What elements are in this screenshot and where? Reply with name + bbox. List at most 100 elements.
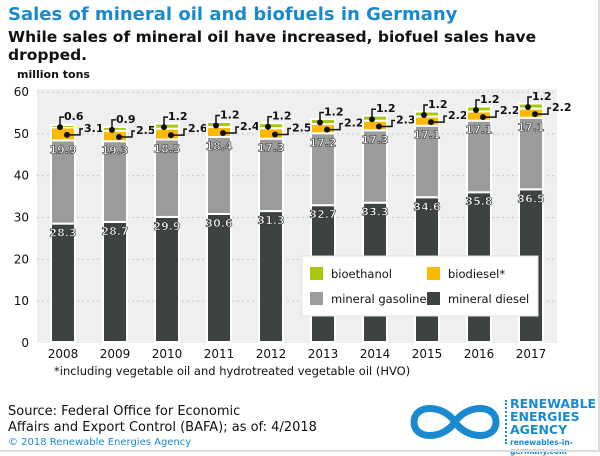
callout-line: [275, 127, 291, 136]
data-label-biodiesel: 2.2: [344, 117, 364, 130]
data-label-bioethanol: 0.9: [116, 113, 136, 126]
data-label-bioethanol: 1.2: [428, 98, 448, 111]
data-label-biodiesel: 2.4: [240, 120, 260, 133]
data-label-gasoline: 19.3: [101, 144, 128, 157]
copyright: © 2018 Renewable Energies Agency: [8, 437, 192, 448]
callout-line: [223, 126, 239, 134]
bar-mineralgasoline: [416, 126, 438, 197]
callout-line: [119, 130, 135, 138]
callout-line: [171, 128, 187, 136]
data-label-gasoline: 18.4: [205, 140, 232, 153]
bar-mineralgasoline: [520, 118, 542, 189]
data-label-gasoline: 17.1: [465, 124, 492, 137]
callout-line: [111, 119, 116, 130]
data-label-diesel: 34.6: [413, 200, 440, 213]
data-label-gasoline: 17.2: [309, 136, 336, 149]
chart-title: Sales of mineral oil and biofuels in Ger…: [8, 4, 458, 25]
bar-bioethanol: [468, 107, 490, 111]
callout-line: [483, 110, 499, 118]
legend-swatch: [427, 292, 440, 305]
data-label-gasoline: 17.1: [413, 129, 440, 142]
bar-biodiesel: [312, 125, 334, 133]
infinity-logo-icon: [410, 405, 500, 439]
data-label-bioethanol: 1.2: [376, 102, 396, 115]
callout-line: [319, 111, 324, 123]
data-label-gasoline: 17.3: [361, 133, 388, 146]
x-tick-label: 2008: [48, 347, 79, 361]
legend-label: mineral diesel: [448, 292, 529, 306]
bar-biodiesel: [156, 129, 178, 139]
bar-mineralgasoline: [312, 134, 334, 205]
bar-biodiesel: [52, 128, 74, 140]
footnote: *including vegetable oil and hydrotreate…: [54, 364, 411, 378]
callout-line: [379, 119, 395, 128]
data-label-diesel: 28.3: [49, 227, 76, 240]
legend: bioethanol biodiesel* mineral gasoline mine…: [301, 255, 539, 317]
callout-line: [215, 114, 220, 126]
legend-swatch: [310, 292, 323, 305]
x-tick-label: 2009: [100, 347, 131, 361]
bar-mineraldiesel: [52, 224, 74, 341]
data-label-biodiesel: 2.2: [552, 101, 572, 114]
source: Source: Federal Office for Economic Affai…: [8, 404, 317, 436]
data-label-diesel: 35.8: [465, 195, 492, 208]
data-label-bioethanol: 1.2: [272, 110, 292, 123]
callout-line: [67, 128, 83, 136]
bar-bioethanol: [312, 120, 334, 124]
bar-mineralgasoline: [260, 139, 282, 211]
data-label-diesel: 36.5: [517, 192, 544, 205]
bar-bioethanol: [416, 112, 438, 116]
callout-line: [423, 104, 428, 116]
chart-subtitle: While sales of mineral oil have increase…: [8, 28, 537, 64]
legend-swatch: [310, 267, 323, 280]
data-label-bioethanol: 1.2: [168, 110, 188, 123]
logo-line-3: AGENCY: [510, 422, 568, 437]
bar-biodiesel: [104, 131, 126, 141]
data-label-bioethanol: 0.6: [64, 110, 84, 123]
bar-bioethanol: [156, 124, 178, 128]
y-tick-label: 0: [21, 336, 29, 350]
x-tick-label: 2014: [360, 347, 391, 361]
bar-biodiesel: [208, 127, 230, 137]
source-line-2: Affairs and Export Control (BAFA); as of…: [8, 420, 317, 435]
callout-line: [327, 122, 343, 131]
data-label-biodiesel: 2.5: [292, 121, 312, 134]
bar-mineraldiesel: [104, 222, 126, 341]
data-label-biodiesel: 3.1: [84, 122, 104, 135]
bar-mineralgasoline: [156, 140, 178, 216]
data-label-gasoline: 18.5: [153, 143, 180, 156]
logo-text: RENEWABLE ENERGIES AGENCY: [510, 397, 596, 436]
y-tick-label: 50: [14, 127, 29, 141]
data-label-diesel: 28.7: [101, 225, 128, 238]
x-tick-label: 2012: [256, 347, 287, 361]
callout-line: [163, 116, 168, 128]
bar-mineralgasoline: [208, 138, 230, 213]
legend-swatch: [427, 267, 440, 280]
source-line-1: Source: Federal Office for Economic: [8, 404, 241, 419]
bar-mineralgasoline: [468, 121, 490, 192]
callout-line: [59, 116, 64, 128]
bar-bioethanol: [364, 116, 386, 120]
data-label-biodiesel: 2.5: [136, 124, 156, 137]
bar-mineraldiesel: [208, 214, 230, 341]
logo-line-2: ENERGIES: [510, 409, 580, 424]
bar-mineraldiesel: [260, 212, 282, 341]
data-label-bioethanol: 1.2: [220, 108, 240, 121]
data-label-biodiesel: 2.2: [500, 104, 520, 117]
callout-dot: [213, 122, 219, 129]
logo-divider: [505, 400, 507, 444]
bar-mineraldiesel: [156, 217, 178, 341]
logo-line-1: RENEWABLE: [510, 396, 597, 411]
data-label-gasoline: 19.9: [49, 143, 76, 156]
y-tick-label: 40: [14, 169, 29, 183]
x-tick-label: 2017: [516, 347, 547, 361]
bar-biodiesel: [520, 109, 542, 117]
bar-bioethanol: [52, 125, 74, 127]
data-label-bioethanol: 1.2: [324, 106, 344, 119]
data-label-diesel: 31.3: [257, 214, 284, 227]
bar-bioethanol: [260, 124, 282, 128]
y-tick-label: 60: [14, 85, 29, 99]
logo-url: renewables-in-germany.com: [510, 438, 573, 456]
x-tick-label: 2011: [204, 347, 235, 361]
